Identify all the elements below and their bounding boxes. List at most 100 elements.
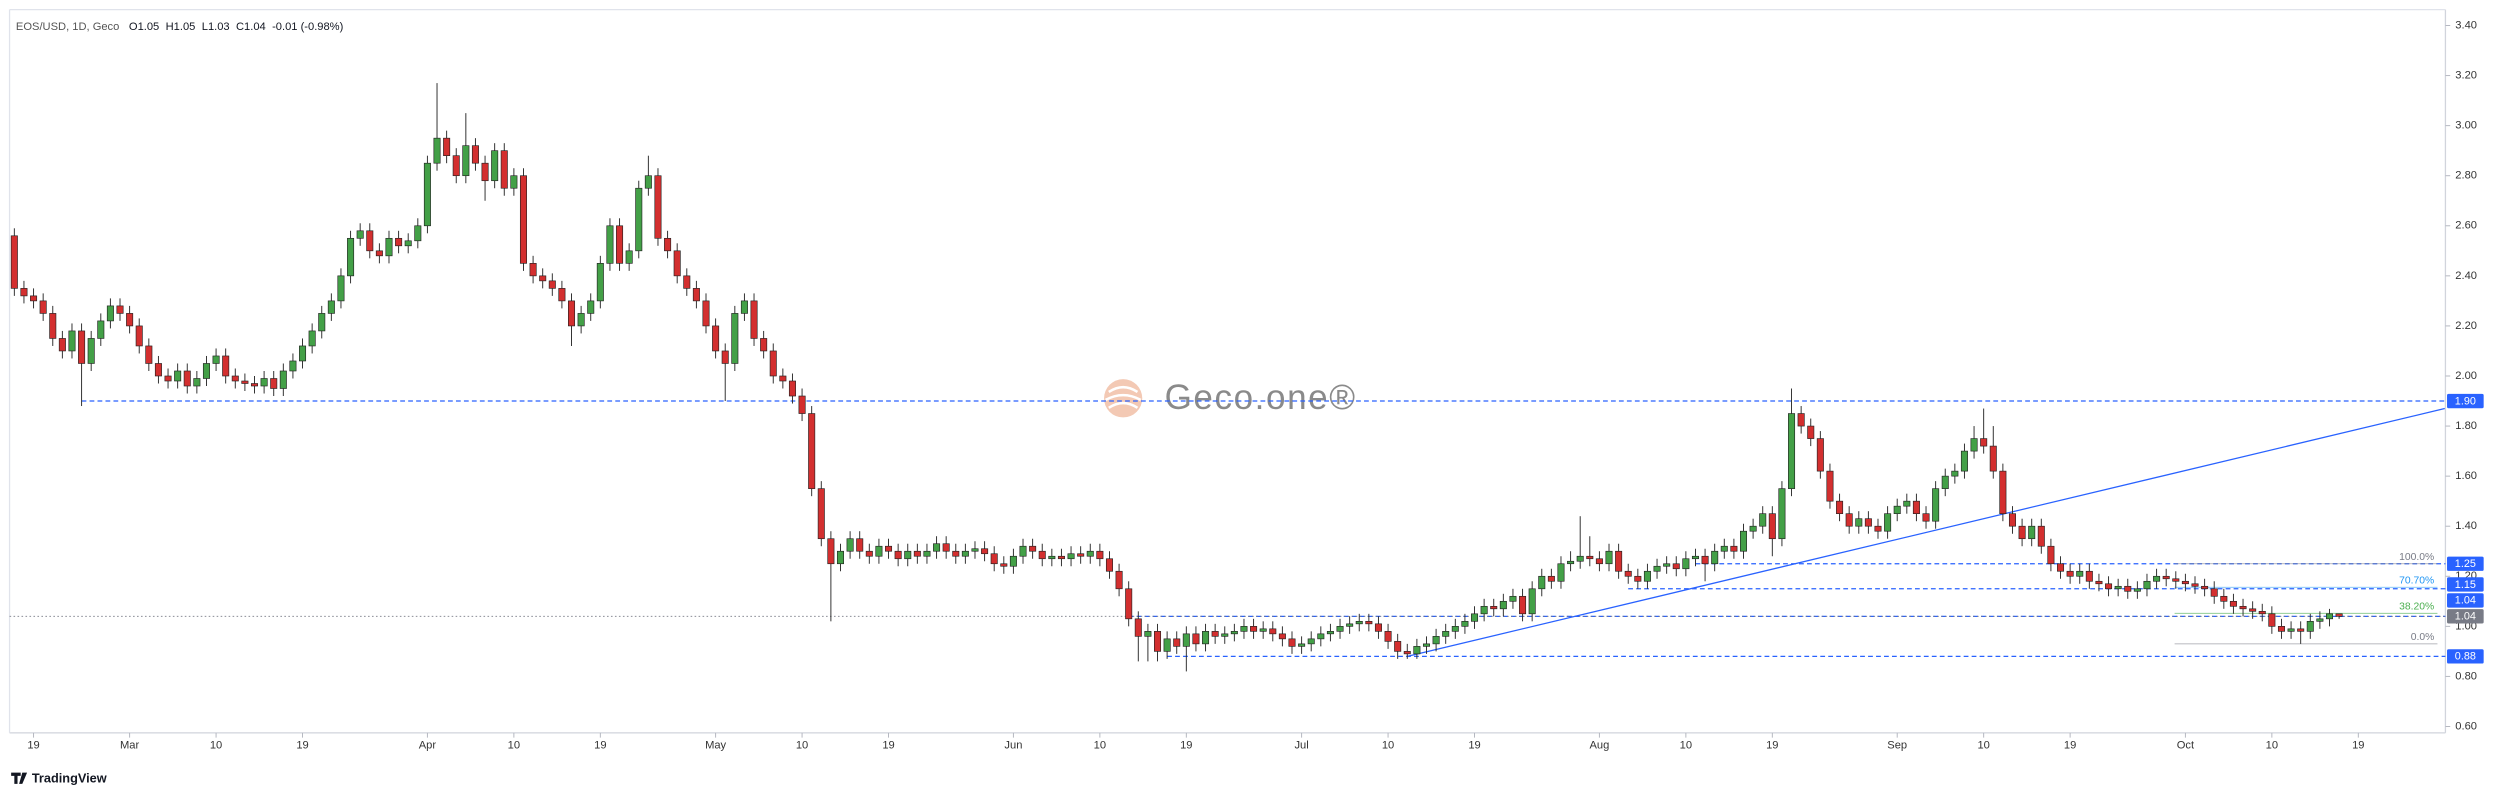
candle-body (481, 162, 489, 182)
candle-body (1778, 488, 1786, 540)
candle-body (587, 300, 595, 314)
candle-body (347, 237, 355, 277)
candle-body (1019, 545, 1027, 557)
candle-body (183, 370, 191, 387)
candle-body (414, 225, 422, 242)
candle-body (1960, 450, 1968, 472)
x-tick-label: May (705, 740, 726, 752)
candle-body (308, 330, 316, 347)
candle-body (2229, 600, 2237, 607)
fib-label: 100.0% (2399, 552, 2434, 563)
candle-body (779, 375, 787, 382)
candle-body (1374, 623, 1382, 632)
candle-body (385, 237, 393, 257)
candle-body (1009, 555, 1017, 567)
x-tick-label: 19 (2352, 740, 2364, 752)
candle-body (519, 175, 527, 264)
candle-body (1173, 638, 1181, 647)
candle-body (1298, 643, 1306, 647)
candle-body (193, 378, 201, 387)
candle-body (529, 263, 537, 277)
candle-body (942, 543, 950, 552)
candle-body (30, 295, 38, 302)
candle-body (337, 275, 345, 302)
y-tick-label: 1.80 (2455, 420, 2477, 432)
candle-body (1826, 470, 1834, 502)
x-tick-label: Sep (1887, 740, 1907, 752)
candle-body (2028, 525, 2036, 540)
x-tick-label: 10 (210, 740, 222, 752)
candle-body (1480, 605, 1488, 615)
candle-body (1836, 500, 1844, 515)
candle-body (1278, 633, 1286, 640)
candle-body (2057, 563, 2065, 572)
candle-body (1134, 618, 1142, 637)
trendline (1407, 407, 2445, 658)
candle-body (2114, 585, 2122, 590)
candle-body (452, 155, 460, 177)
candle-body (961, 550, 969, 557)
candle-body (2220, 595, 2228, 602)
price-badge-label: 1.25 (2455, 558, 2476, 570)
candle-body (865, 550, 873, 557)
y-tick-label: 2.60 (2455, 220, 2477, 232)
candle-body (1365, 621, 1373, 625)
candle-body (1999, 470, 2007, 515)
y-tick-label: 3.20 (2455, 70, 2477, 82)
y-tick-label: 2.00 (2455, 370, 2477, 382)
y-tick-label: 1.60 (2455, 470, 2477, 482)
candle-body (1653, 565, 1661, 572)
candle-body (635, 187, 643, 252)
candle-body (798, 395, 806, 414)
candle-body (1461, 621, 1469, 627)
candle-body (1720, 545, 1728, 552)
candle-body (1547, 575, 1555, 582)
candle-body (135, 325, 143, 347)
candle-body (702, 300, 710, 327)
candle-body (39, 300, 47, 314)
candle-body (1422, 643, 1430, 647)
tv-logo (11, 772, 28, 784)
candle-body (356, 230, 364, 239)
candle-body (981, 548, 989, 555)
candle-body (2047, 545, 2055, 565)
candle-body (568, 300, 576, 327)
candle-body (1413, 646, 1421, 655)
candle-body (97, 320, 105, 339)
x-tick-label: Mar (120, 740, 139, 752)
candle-body (817, 488, 825, 540)
candle-body (299, 345, 307, 362)
legend: EOS/USD, 1D, Geco O1.05 H1.05 L1.03 C1.04 -0.… (16, 21, 344, 33)
candle-body (1240, 626, 1248, 632)
candle-body (1557, 563, 1565, 582)
candle-body (1922, 513, 1930, 522)
candle-body (1192, 633, 1200, 645)
candle-body (1788, 413, 1796, 489)
change: -0.01 (-0.98%) (272, 21, 343, 33)
candle-body (1663, 563, 1671, 567)
fib-label: 0.0% (2411, 632, 2435, 643)
candle-body (1029, 545, 1037, 552)
candle-body (1230, 631, 1238, 635)
candle-body (2287, 628, 2295, 632)
symbol: EOS/USD, 1D, Geco (16, 21, 119, 33)
candle-body (856, 538, 864, 552)
candle-body (1912, 500, 1920, 515)
candles (10, 83, 2343, 672)
watermark: Geco.one® (1104, 378, 1357, 418)
candle-body (1855, 518, 1863, 527)
candle-body (395, 237, 403, 247)
x-tick-label: 10 (1977, 740, 1989, 752)
candle-body (875, 545, 883, 557)
footer-text: TradingView (32, 770, 107, 785)
candle-body (49, 313, 57, 339)
candle-body (1163, 638, 1171, 652)
x-tick-label: Jul (1294, 740, 1308, 752)
candle-body (1432, 636, 1440, 645)
candle-body (1538, 575, 1546, 590)
y-tick-label: 2.20 (2455, 320, 2477, 332)
candle-body (1807, 425, 1815, 439)
watermark-text: Geco.one® (1165, 378, 1357, 417)
candle-body (471, 145, 479, 164)
candle-body (1086, 550, 1094, 557)
